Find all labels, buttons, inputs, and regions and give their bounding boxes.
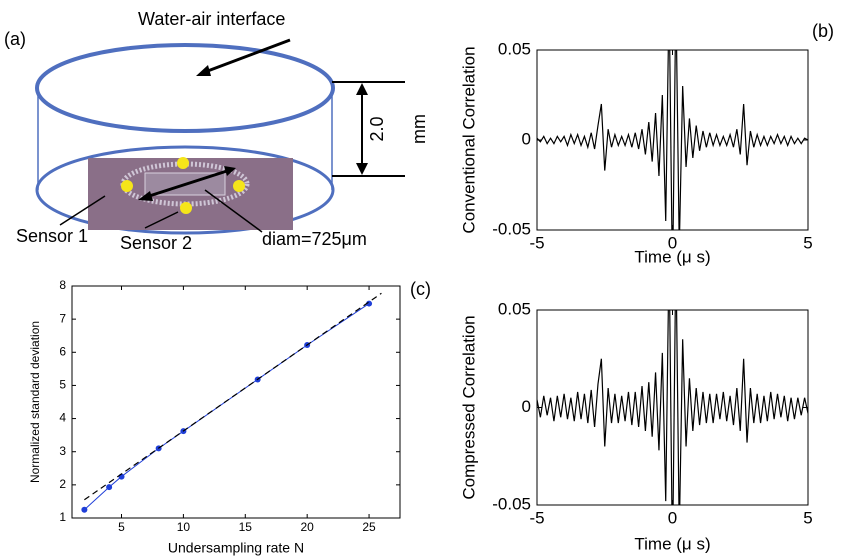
x-tick-label: 15: [239, 520, 253, 534]
y-tick-label: -0.05: [492, 219, 531, 238]
y-axis-label: Conventional Correlation: [459, 46, 478, 233]
y-tick-label: 3: [59, 444, 66, 458]
plot-series: [81, 292, 382, 513]
annotation: mm: [409, 114, 429, 144]
y-tick-label: 8: [59, 278, 66, 292]
annotation: 2.0: [367, 116, 387, 141]
y-tick-label: 0: [522, 129, 531, 148]
series-line: [537, 50, 808, 230]
plot-frame: [536, 49, 809, 231]
y-tick-label: 4: [59, 411, 66, 425]
series-line: [84, 303, 370, 511]
panel-label: (b): [812, 21, 834, 41]
plot-frame: [71, 285, 401, 519]
annotation: Sensor 1: [16, 226, 88, 246]
series-line: [537, 310, 808, 505]
x-tick-label: 0: [668, 508, 677, 527]
y-tick-label: -0.05: [492, 494, 531, 513]
x-tick-label: 5: [118, 520, 125, 534]
x-tick-label: -5: [529, 233, 544, 252]
y-tick-label: 0.05: [498, 39, 531, 58]
y-tick-label: 0: [522, 397, 531, 416]
y-tick-label: 6: [59, 344, 66, 358]
y-axis-label: Compressed Correlation: [459, 315, 478, 499]
x-axis-label: Undersampling rate N: [168, 540, 304, 556]
cylinder-diagram: [35, 38, 405, 235]
plot-series: [537, 50, 808, 230]
panel-label: (c): [410, 279, 431, 299]
plot-series: [537, 310, 808, 505]
x-tick-label: 0: [668, 233, 677, 252]
plot-frame: [536, 309, 809, 506]
y-tick-label: 2: [59, 477, 66, 491]
annotation: Sensor 2: [120, 233, 192, 253]
x-axis-label: Time (μ s): [634, 247, 710, 266]
data-point: [366, 300, 373, 307]
annotation: diam=725μm: [262, 229, 367, 249]
y-axis-label: Normalized standard deviation: [28, 321, 42, 483]
y-tick-label: 7: [59, 311, 66, 325]
y-tick-label: 0.05: [498, 299, 531, 318]
x-tick-label: 25: [362, 520, 376, 534]
x-tick-label: 5: [803, 233, 812, 252]
series-line: [84, 292, 382, 501]
data-point: [81, 506, 88, 513]
x-tick-label: 10: [177, 520, 191, 534]
x-axis-label: Time (μ s): [634, 534, 710, 553]
panel-label: (a): [4, 29, 26, 49]
x-tick-label: -5: [529, 508, 544, 527]
x-tick-label: 5: [803, 508, 812, 527]
data-point: [106, 484, 113, 491]
annotation: Water-air interface: [138, 9, 285, 29]
x-tick-label: 20: [300, 520, 314, 534]
y-tick-label: 1: [59, 510, 66, 524]
y-tick-label: 5: [59, 378, 66, 392]
